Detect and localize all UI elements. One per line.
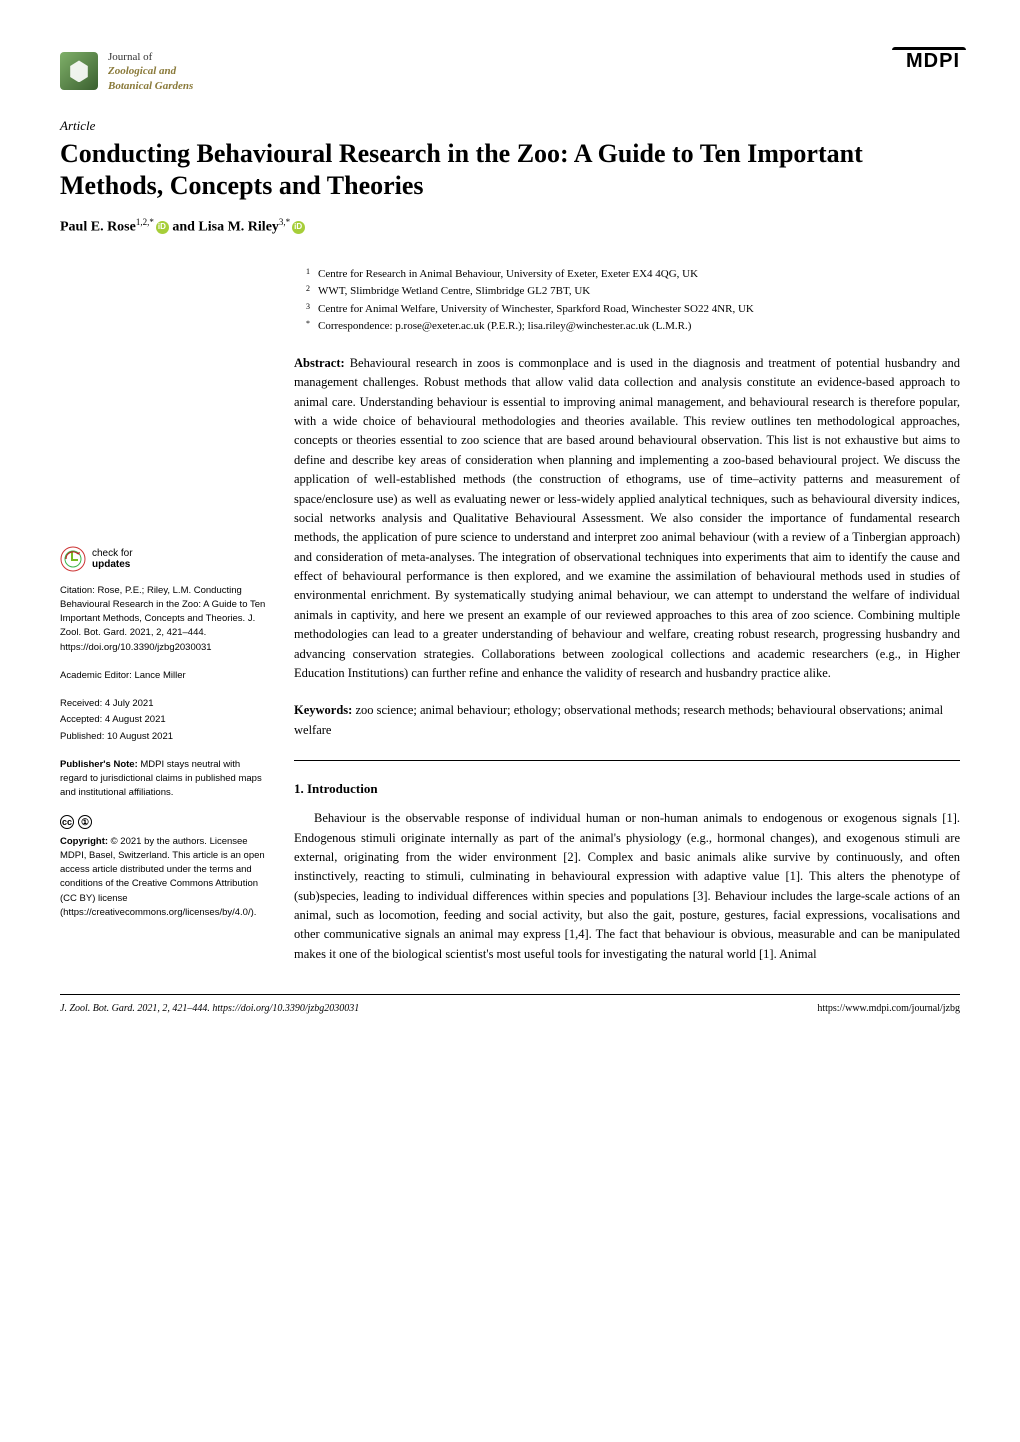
article-type: Article: [60, 118, 960, 134]
editor-text: Academic Editor: Lance Miller: [60, 669, 270, 683]
check-line1: check for: [92, 548, 133, 559]
abstract: Abstract: Behavioural research in zoos i…: [294, 354, 960, 683]
check-updates-icon: [60, 546, 86, 572]
orcid-icon[interactable]: [156, 221, 169, 234]
check-for-updates-badge[interactable]: check for updates: [60, 546, 270, 572]
cc-license-badge[interactable]: cc ①: [60, 815, 270, 829]
sidebar: check for updates Citation: Rose, P.E.; …: [60, 266, 270, 965]
affil-num: 2: [306, 283, 310, 301]
affil-text: WWT, Slimbridge Wetland Centre, Slimbrid…: [318, 283, 590, 301]
abstract-body: Behavioural research in zoos is commonpl…: [294, 356, 960, 680]
keywords: Keywords: zoo science; animal behaviour;…: [294, 701, 960, 740]
pubnote-label: Publisher's Note:: [60, 759, 138, 770]
affil-num: *: [306, 318, 310, 336]
received-text: Received: 4 July 2021: [60, 697, 270, 711]
authors-line: Paul E. Rose1,2,* and Lisa M. Riley3,*: [60, 217, 960, 236]
affil-num: 1: [306, 266, 310, 284]
affiliation-row: 3 Centre for Animal Welfare, University o…: [306, 301, 960, 319]
affiliation-row: * Correspondence: p.rose@exeter.ac.uk (P.…: [306, 318, 960, 336]
author-2-sup: 3,*: [279, 217, 290, 227]
page-footer: J. Zool. Bot. Gard. 2021, 2, 421–444. ht…: [60, 994, 960, 1014]
publishers-note: Publisher's Note: MDPI stays neutral wit…: [60, 758, 270, 801]
section-1-heading: 1. Introduction: [294, 779, 960, 799]
affiliation-row: 2 WWT, Slimbridge Wetland Centre, Slimbri…: [306, 283, 960, 301]
affiliations: 1 Centre for Research in Animal Behaviour…: [294, 266, 960, 336]
copyright-label: Copyright:: [60, 836, 108, 847]
author-1-name: Paul E. Rose: [60, 220, 136, 235]
copyright-text: Copyright: © 2021 by the authors. Licens…: [60, 835, 270, 921]
citation-text: Citation: Rose, P.E.; Riley, L.M. Conduc…: [60, 584, 270, 655]
header-row: Journal of Zoological and Botanical Gard…: [60, 50, 960, 93]
page-container: Journal of Zoological and Botanical Gard…: [0, 0, 1020, 1054]
mdpi-logo: MDPI: [902, 50, 960, 73]
editor-block: Academic Editor: Lance Miller: [60, 669, 270, 683]
keywords-label: Keywords:: [294, 703, 352, 717]
intro-paragraph: Behaviour is the observable response of …: [294, 809, 960, 964]
journal-title-line1: Journal of: [108, 50, 193, 64]
affil-text: Centre for Animal Welfare, University of…: [318, 301, 754, 319]
paper-title: Conducting Behavioural Research in the Z…: [60, 138, 960, 203]
main-columns: check for updates Citation: Rose, P.E.; …: [60, 266, 960, 965]
footer-right[interactable]: https://www.mdpi.com/journal/jzbg: [817, 1003, 960, 1014]
abstract-label: Abstract:: [294, 356, 345, 370]
journal-icon: [60, 52, 98, 90]
author-2-name: Lisa M. Riley: [198, 220, 279, 235]
published-text: Published: 10 August 2021: [60, 730, 270, 744]
footer-left: J. Zool. Bot. Gard. 2021, 2, 421–444. ht…: [60, 1003, 359, 1014]
cc-icon: cc: [60, 815, 74, 829]
accepted-text: Accepted: 4 August 2021: [60, 713, 270, 727]
affil-text: Correspondence: p.rose@exeter.ac.uk (P.E…: [318, 318, 691, 336]
main-content: 1 Centre for Research in Animal Behaviour…: [294, 266, 960, 965]
affil-num: 3: [306, 301, 310, 319]
affil-text: Centre for Research in Animal Behaviour,…: [318, 266, 698, 284]
citation-block: Citation: Rose, P.E.; Riley, L.M. Conduc…: [60, 584, 270, 655]
journal-title-block: Journal of Zoological and Botanical Gard…: [108, 50, 193, 93]
by-icon: ①: [78, 815, 92, 829]
check-line2: updates: [92, 559, 130, 570]
publishers-note-block: Publisher's Note: MDPI stays neutral wit…: [60, 758, 270, 801]
journal-title-line2: Zoological and: [108, 64, 193, 78]
journal-logo: Journal of Zoological and Botanical Gard…: [60, 50, 193, 93]
copyright-block: Copyright: © 2021 by the authors. Licens…: [60, 835, 270, 921]
copyright-body: © 2021 by the authors. Licensee MDPI, Ba…: [60, 836, 265, 918]
author-1-sup: 1,2,*: [136, 217, 154, 227]
journal-title-line3: Botanical Gardens: [108, 79, 193, 93]
orcid-icon[interactable]: [292, 221, 305, 234]
check-updates-text: check for updates: [92, 548, 133, 570]
dates-block: Received: 4 July 2021 Accepted: 4 August…: [60, 697, 270, 744]
keywords-body: zoo science; animal behaviour; ethology;…: [294, 703, 943, 736]
affiliation-row: 1 Centre for Research in Animal Behaviour…: [306, 266, 960, 284]
authors-and: and: [172, 220, 198, 235]
separator-line: [294, 760, 960, 761]
